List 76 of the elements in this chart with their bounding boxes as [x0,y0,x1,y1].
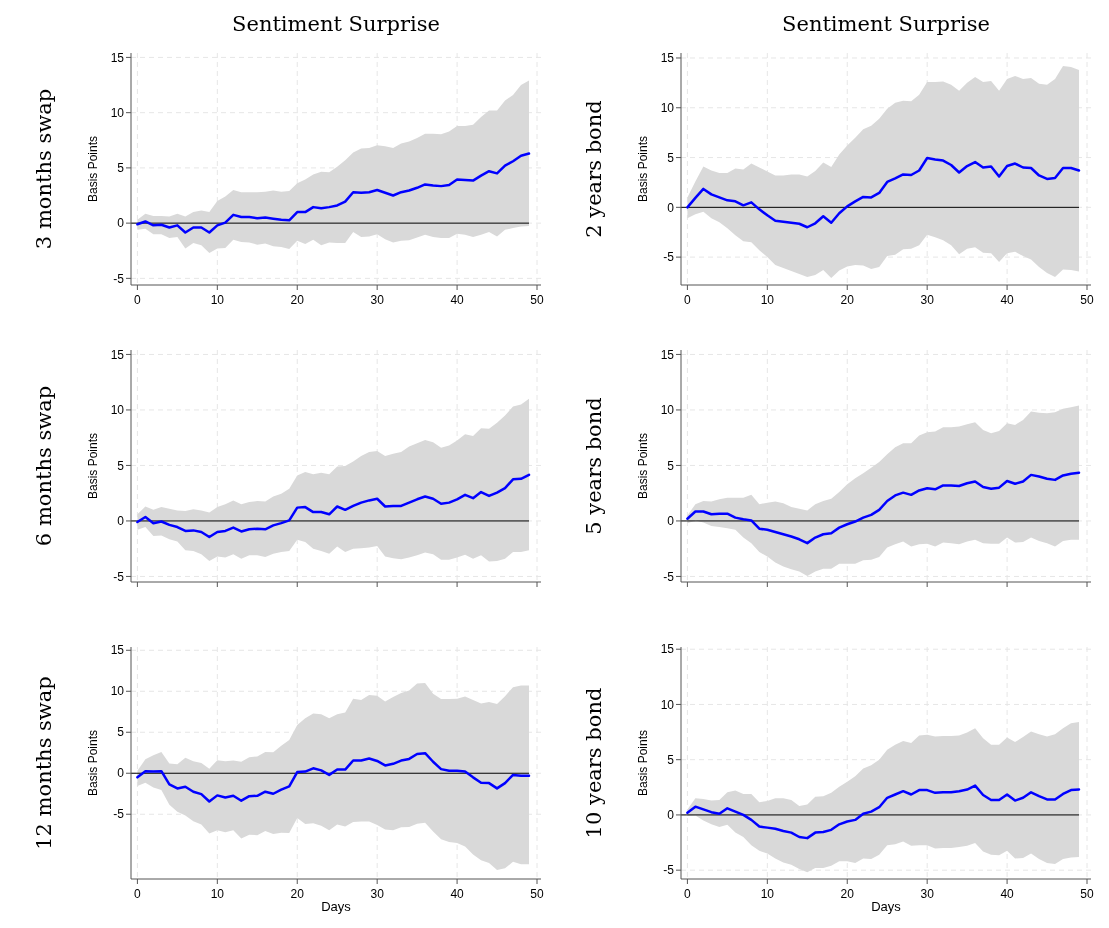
y-tick-label: 10 [660,403,675,418]
y-axis-title: Basis Points [86,432,100,500]
line-series [686,471,1081,545]
x-axis-title: Days [871,899,902,914]
x-tick-label: 0 [134,887,142,901]
y-axis-title: Basis Points [636,729,650,797]
x-tick-label: 10 [210,887,225,901]
x-tick-label: 20 [840,887,855,901]
y-axis-title: Basis Points [86,729,100,797]
y-tick-label: 15 [660,642,675,657]
x-tick-label: 20 [290,887,305,901]
x-tick-label: 40 [450,887,465,901]
x-tick-label: 30 [920,293,935,307]
x-tick-label: 10 [210,293,225,307]
y-tick-label: 15 [660,51,675,66]
x-tick-label: 50 [530,887,544,901]
y-tick-label: 15 [110,643,125,658]
y-tick-label: -5 [113,807,125,822]
x-tick-label: 20 [840,293,855,307]
text: 10 years bond [582,687,606,839]
x-tick-label: 40 [1000,293,1015,307]
line-series [686,156,1081,229]
y-tick-label: 0 [667,200,675,215]
y-tick-label: -5 [113,271,125,286]
y-tick-label: 0 [667,514,675,529]
x-tick-label: 30 [370,293,385,307]
y-tick-label: 0 [667,808,675,823]
x-tick-label: 50 [1080,887,1094,901]
y-tick-label: 0 [117,766,125,781]
y-tick-label: 10 [660,100,675,115]
y-tick-label: 5 [117,161,125,176]
y-tick-label: 5 [667,150,675,165]
y-tick-label: 5 [117,725,125,740]
y-tick-label: 10 [110,105,125,120]
line-series [136,751,531,803]
text: 6 months swap [32,385,56,547]
y-tick-label: 15 [660,347,675,362]
x-tick-label: 30 [370,887,385,901]
y-tick-label: 15 [110,347,125,362]
text: 5 years bond [582,397,606,535]
y-tick-label: 15 [110,50,125,65]
y-tick-label: 5 [667,752,675,767]
y-axis-title: Basis Points [636,135,650,203]
line-series [136,473,531,539]
x-axis-title: Days [321,899,352,914]
chart-title: Sentiment Surprise [782,12,990,36]
x-tick-label: 40 [450,293,465,307]
y-tick-label: -5 [663,569,675,584]
x-tick-label: 20 [290,293,305,307]
x-tick-label: 40 [1000,887,1015,901]
y-tick-label: 10 [110,684,125,699]
y-tick-label: 0 [117,514,125,529]
y-axis-title: Basis Points [86,135,100,203]
text: 3 months swap [32,88,56,250]
x-tick-label: 0 [134,293,142,307]
text: 12 months swap [32,676,56,850]
line-series [136,152,531,234]
x-tick-label: 50 [1080,293,1094,307]
y-tick-label: 5 [117,458,125,473]
x-tick-label: 0 [684,293,692,307]
y-tick-label: 10 [660,697,675,712]
x-tick-label: 10 [760,887,775,901]
y-tick-label: 10 [110,403,125,418]
y-tick-label: 5 [667,458,675,473]
chart-title: Sentiment Surprise [232,12,440,36]
x-tick-label: 30 [920,887,935,901]
line-series [686,784,1081,840]
x-tick-label: 50 [530,293,544,307]
y-tick-label: -5 [663,250,675,265]
y-tick-label: 0 [117,216,125,231]
y-axis-title: Basis Points [636,432,650,500]
text: 2 years bond [582,100,606,238]
x-tick-label: 10 [760,293,775,307]
y-tick-label: -5 [113,569,125,584]
y-tick-label: -5 [663,863,675,878]
x-tick-label: 0 [684,887,692,901]
